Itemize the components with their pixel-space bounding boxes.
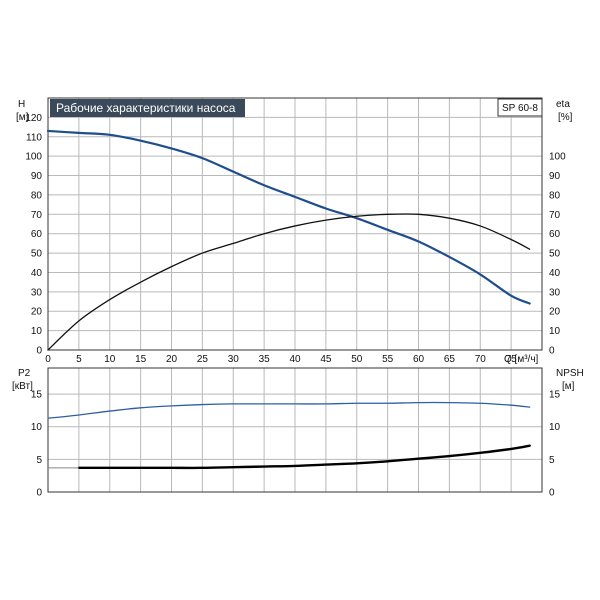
- chart-title-box: [50, 99, 245, 117]
- bottom-grid: [47, 368, 543, 492]
- bottom-y-left-tick-label: 0: [36, 488, 42, 499]
- bottom-y-right-tick-label: 15: [549, 390, 561, 401]
- npsh-label-name: NPSH: [556, 368, 584, 379]
- bottom-y-left-tick-label: 10: [31, 422, 43, 433]
- y-left-label-name: H: [18, 99, 25, 110]
- bottom-tick-labels: 0 5 10 15 0 5 10 15: [31, 390, 561, 499]
- top-series-line-0: [46, 129, 531, 305]
- top-y-right-tick-label: 90: [549, 171, 561, 182]
- y-right-label-name: eta: [556, 99, 570, 110]
- model-label-box: [497, 98, 543, 117]
- top-y-left-tick-label: 50: [31, 249, 43, 260]
- x-tick-label: 10: [104, 354, 116, 365]
- bottom-y-right-tick-label: 5: [549, 455, 555, 466]
- top-y-left-tick-label: 0: [36, 346, 42, 357]
- x-tick-label: 20: [166, 354, 178, 365]
- x-tick-label: 5: [76, 354, 82, 365]
- top-y-right-tick-label: 70: [549, 210, 561, 221]
- x-axis-label: Q [м³/ч]: [504, 354, 539, 365]
- top-y-right-tick-label: 60: [549, 229, 561, 240]
- p2-label-name: P2: [18, 368, 31, 379]
- top-y-right-tick-label: 80: [549, 190, 561, 201]
- top-y-right-tick-label: 50: [549, 249, 561, 260]
- top-y-left-tick-label: 10: [31, 326, 43, 337]
- x-tick-label: 30: [228, 354, 240, 365]
- top-y-left-tick-label: 110: [26, 132, 42, 143]
- x-tick-label: 15: [135, 354, 147, 365]
- top-y-right-tick-label: 100: [549, 152, 566, 163]
- top-y-left-tick-label: 40: [31, 268, 43, 279]
- p2-label-unit: [кВт]: [12, 381, 33, 392]
- bottom-series: [47, 401, 531, 470]
- top-y-left-tick-label: 90: [31, 171, 43, 182]
- x-tick-label: 60: [413, 354, 425, 365]
- y-left-label-unit: [м]: [16, 112, 29, 123]
- top-y-left-tick-label: 70: [31, 210, 43, 221]
- npsh-label-unit: [м]: [562, 381, 575, 392]
- x-tick-label: 70: [475, 354, 487, 365]
- top-series: [46, 129, 531, 351]
- x-tick-label: 35: [259, 354, 271, 365]
- top-y-right-tick-label: 40: [549, 268, 561, 279]
- x-tick-label: 75: [506, 354, 518, 365]
- top-plot-frame: [47, 97, 543, 351]
- top-y-right-tick-label: 10: [549, 326, 561, 337]
- x-tick-label: 45: [320, 354, 332, 365]
- top-y-right-tick-label: 0: [549, 346, 555, 357]
- top-y-left-tick-label: 30: [31, 287, 43, 298]
- bottom-y-left-tick-label: 5: [36, 455, 42, 466]
- y-right-label-unit: [%]: [558, 112, 573, 123]
- bottom-plot-frame: [47, 367, 543, 493]
- bottom-y-right-tick-label: 10: [549, 422, 561, 433]
- bottom-y-left-tick-label: 15: [31, 390, 43, 401]
- top-y-left-tick-label: 120: [25, 113, 42, 124]
- x-tick-label: 50: [351, 354, 363, 365]
- top-y-left-tick-label: 60: [31, 229, 43, 240]
- top-y-left-tick-label: 80: [31, 190, 43, 201]
- top-y-left-tick-label: 20: [31, 307, 43, 318]
- chart-title: Рабочие характеристики насоса: [56, 101, 236, 115]
- x-tick-label: 65: [444, 354, 456, 365]
- top-y-right-tick-label: 20: [549, 307, 561, 318]
- bottom-y-right-tick-label: 0: [549, 488, 555, 499]
- x-tick-label: 0: [45, 354, 51, 365]
- x-tick-label: 55: [382, 354, 394, 365]
- x-tick-label: 25: [197, 354, 209, 365]
- top-tick-labels: 0102030405060708090100110120010203040506…: [25, 113, 566, 365]
- top-series-line-1: [47, 213, 531, 351]
- bottom-series-line-0: [47, 401, 531, 419]
- top-y-right-tick-label: 30: [549, 287, 561, 298]
- x-tick-label: 40: [289, 354, 301, 365]
- model-label: SP 60-8: [502, 103, 538, 114]
- bottom-series-line-1: [77, 444, 531, 470]
- top-y-left-tick-label: 100: [25, 152, 42, 163]
